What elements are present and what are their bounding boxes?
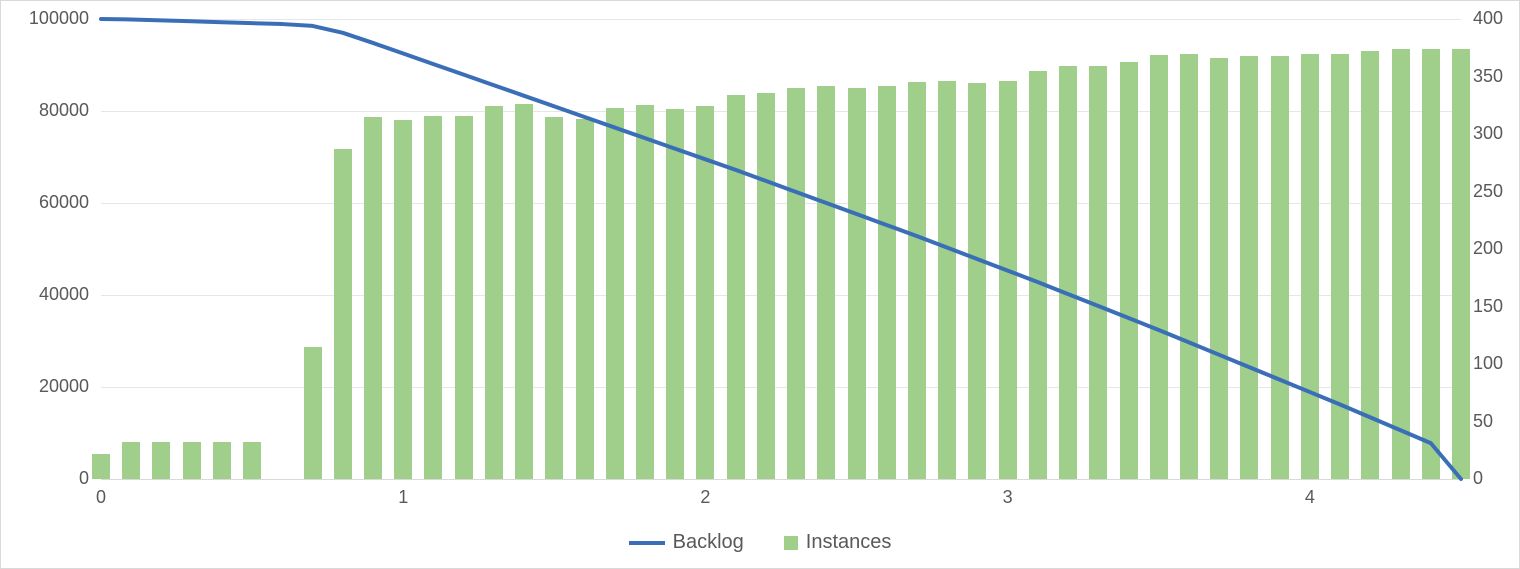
- legend-label: Backlog: [673, 531, 744, 554]
- x-tick-label: 0: [96, 487, 106, 508]
- y-left-tick-label: 80000: [39, 100, 89, 121]
- legend-item-backlog: Backlog: [629, 531, 744, 554]
- y-left-tick-label: 40000: [39, 284, 89, 305]
- x-tick-label: 4: [1305, 487, 1315, 508]
- backlog-line: [101, 19, 1461, 479]
- y-right-tick-label: 300: [1473, 123, 1503, 144]
- legend-line-swatch: [629, 541, 665, 545]
- y-right-tick-label: 150: [1473, 296, 1503, 317]
- legend-box-swatch: [784, 536, 798, 550]
- y-right-tick-label: 100: [1473, 353, 1503, 374]
- y-left-tick-label: 20000: [39, 376, 89, 397]
- x-tick-label: 1: [398, 487, 408, 508]
- legend-label: Instances: [806, 531, 892, 554]
- y-right-tick-label: 400: [1473, 8, 1503, 29]
- y-left-tick-label: 100000: [29, 8, 89, 29]
- y-right-tick-label: 0: [1473, 468, 1483, 489]
- x-tick-label: 3: [1003, 487, 1013, 508]
- x-tick-label: 2: [700, 487, 710, 508]
- y-right-tick-label: 50: [1473, 411, 1493, 432]
- legend-item-instances: Instances: [784, 531, 892, 554]
- plot-area: [101, 19, 1461, 479]
- backlog-line-layer: [101, 19, 1461, 479]
- y-right-tick-label: 200: [1473, 238, 1503, 259]
- y-left-tick-label: 0: [79, 468, 89, 489]
- y-right-tick-label: 250: [1473, 181, 1503, 202]
- legend: Backlog Instances: [1, 531, 1519, 554]
- chart-frame: BacklogInstances 02000040000600008000010…: [0, 0, 1520, 569]
- y-right-tick-label: 350: [1473, 66, 1503, 87]
- y-left-tick-label: 60000: [39, 192, 89, 213]
- gridline: [101, 479, 1461, 480]
